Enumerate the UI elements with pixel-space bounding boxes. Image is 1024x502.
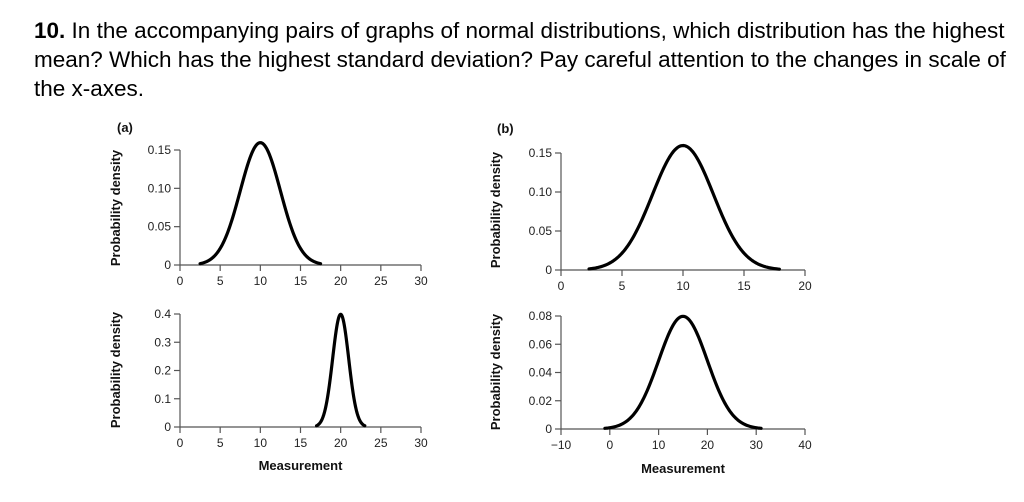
a-top-x-tick-label: 25 (374, 274, 388, 288)
b-bottom-y-tick-label: 0.04 (529, 366, 553, 380)
b-bottom-x-tick-label: −10 (551, 438, 572, 452)
b-top-normal-curve (587, 143, 781, 271)
b-top-y-tick-label: 0 (545, 263, 552, 277)
a-top-y-tick-label: 0.10 (148, 181, 172, 195)
a-top-y-tick-label: 0 (164, 258, 171, 272)
b-bottom-y-tick-label: 0.06 (529, 337, 553, 351)
b-bottom-y-tick-label: 0 (545, 422, 552, 436)
a-top-x-tick-label: 0 (177, 274, 184, 288)
question-body: In the accompanying pairs of graphs of n… (34, 18, 1006, 101)
a-bottom-y-tick-label: 0.2 (154, 364, 171, 378)
a-bottom-x-tick-label: 20 (334, 436, 348, 450)
b-top-y-axis-label: Probability density (488, 151, 503, 268)
a-bottom-y-tick-label: 0.3 (154, 335, 171, 349)
a-top-x-tick-label: 20 (334, 274, 348, 288)
b-top-y-tick-label: 0.05 (529, 224, 553, 238)
a-bottom-x-tick-label: 10 (254, 436, 268, 450)
b-bottom-x-tick-label: 20 (701, 438, 715, 452)
b-top-x-tick-label: 10 (676, 279, 690, 293)
a-bottom-x-tick-label: 0 (177, 436, 184, 450)
a-bottom-x-tick-label: 25 (374, 436, 388, 450)
b-bottom-x-tick-label: 10 (652, 438, 666, 452)
a-top-x-tick-label: 30 (414, 274, 428, 288)
a-top-x-tick-label: 5 (217, 274, 224, 288)
b-bottom-y-tick-label: 0.02 (529, 394, 553, 408)
a-bottom-x-axis-label: Measurement (259, 458, 343, 473)
a-top-x-tick-label: 15 (294, 274, 308, 288)
b-top-x-tick-label: 5 (619, 279, 626, 293)
a-top-y-tick-label: 0.15 (148, 143, 172, 157)
b-top-y-tick-label: 0.10 (529, 185, 553, 199)
question-number: 10. (34, 18, 66, 43)
a-bottom-x-tick-label: 15 (294, 436, 308, 450)
a-bottom-x-tick-label: 30 (414, 436, 428, 450)
a-bottom-y-tick-label: 0 (164, 420, 171, 434)
a-top-panel-label: (a) (117, 120, 133, 135)
a-top-y-tick-label: 0.05 (148, 220, 172, 234)
a-bottom-y-tick-label: 0.1 (154, 392, 171, 406)
b-bottom-x-tick-label: 40 (798, 438, 812, 452)
b-bottom-normal-curve (603, 314, 763, 430)
a-top-normal-curve (198, 141, 323, 266)
a-bottom-y-tick-label: 0.4 (154, 307, 171, 321)
a-bottom-normal-curve (314, 312, 367, 428)
b-bottom-x-axis-label: Measurement (641, 461, 725, 476)
a-bottom-x-tick-label: 5 (217, 436, 224, 450)
b-top-y-tick-label: 0.15 (529, 146, 553, 160)
a-bottom-y-axis-label: Probability density (108, 311, 123, 428)
b-top-x-tick-label: 15 (737, 279, 751, 293)
question-text: 10. In the accompanying pairs of graphs … (34, 16, 1009, 103)
b-top-x-tick-label: 20 (798, 279, 812, 293)
b-top-panel-label: (b) (497, 121, 514, 136)
b-bottom-y-tick-label: 0.08 (529, 309, 553, 323)
b-bottom-x-tick-label: 0 (606, 438, 613, 452)
b-bottom-x-tick-label: 30 (750, 438, 764, 452)
a-top-x-tick-label: 10 (254, 274, 268, 288)
b-bottom-y-axis-label: Probability density (488, 313, 503, 430)
a-top-y-axis-label: Probability density (108, 149, 123, 266)
b-top-x-tick-label: 0 (558, 279, 565, 293)
